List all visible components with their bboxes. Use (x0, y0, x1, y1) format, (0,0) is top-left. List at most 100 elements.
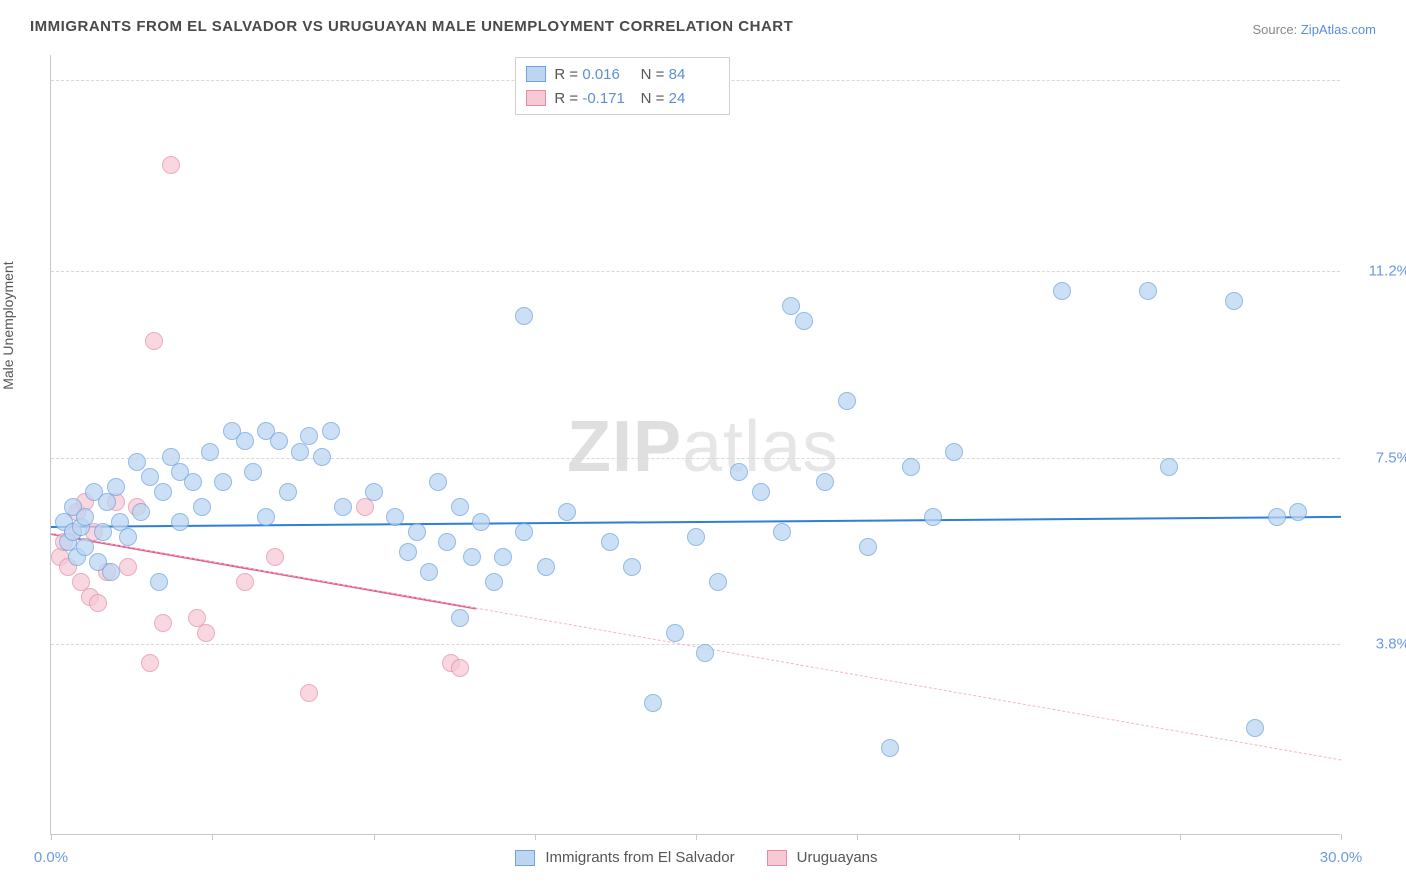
x-tick-mark (857, 834, 858, 840)
data-point-el_salvador (515, 307, 533, 325)
data-point-el_salvador (107, 478, 125, 496)
x-tick-label: 30.0% (1320, 849, 1363, 866)
y-tick-label: 11.2% (1350, 263, 1406, 280)
data-point-el_salvador (279, 483, 297, 501)
gridline-h (51, 458, 1340, 459)
data-point-el_salvador (244, 463, 262, 481)
data-point-uruguayans (89, 594, 107, 612)
data-point-el_salvador (601, 533, 619, 551)
data-point-el_salvador (838, 392, 856, 410)
x-tick-mark (374, 834, 375, 840)
data-point-el_salvador (270, 432, 288, 450)
data-point-el_salvador (1160, 458, 1178, 476)
data-point-uruguayans (197, 624, 215, 642)
data-point-el_salvador (119, 528, 137, 546)
scatter-plot-area: ZIPatlas 3.8%7.5%11.2%0.0%30.0%R = 0.016… (50, 55, 1340, 835)
data-point-el_salvador (184, 473, 202, 491)
data-point-el_salvador (463, 548, 481, 566)
correlation-legend: R = 0.016 N = 84 R = -0.171 N = 24 (515, 57, 729, 115)
data-point-el_salvador (709, 573, 727, 591)
data-point-el_salvador (752, 483, 770, 501)
x-tick-mark (212, 834, 213, 840)
data-point-el_salvador (76, 508, 94, 526)
data-point-el_salvador (94, 523, 112, 541)
chart-title: IMMIGRANTS FROM EL SALVADOR VS URUGUAYAN… (30, 18, 793, 35)
data-point-el_salvador (1289, 503, 1307, 521)
data-point-el_salvador (924, 508, 942, 526)
data-point-el_salvador (666, 624, 684, 642)
data-point-el_salvador (859, 538, 877, 556)
data-point-el_salvador (782, 297, 800, 315)
data-point-el_salvador (132, 503, 150, 521)
data-point-el_salvador (399, 543, 417, 561)
data-point-uruguayans (119, 558, 137, 576)
legend-row-uruguayans: R = -0.171 N = 24 (526, 86, 718, 110)
data-point-el_salvador (881, 739, 899, 757)
data-point-el_salvador (623, 558, 641, 576)
data-point-el_salvador (193, 498, 211, 516)
data-point-el_salvador (334, 498, 352, 516)
source-link[interactable]: ZipAtlas.com (1301, 22, 1376, 37)
watermark: ZIPatlas (567, 406, 839, 488)
data-point-el_salvador (128, 453, 146, 471)
data-point-el_salvador (141, 468, 159, 486)
y-axis-label: Male Unemployment (0, 261, 16, 389)
legend-swatch (526, 66, 546, 82)
data-point-el_salvador (472, 513, 490, 531)
legend-stats: R = -0.171 N = 24 (554, 90, 718, 107)
data-point-el_salvador (1268, 508, 1286, 526)
data-point-el_salvador (154, 483, 172, 501)
data-point-uruguayans (145, 332, 163, 350)
legend-swatch (515, 850, 535, 866)
data-point-el_salvador (150, 573, 168, 591)
gridline-h (51, 644, 1340, 645)
data-point-el_salvador (429, 473, 447, 491)
data-point-el_salvador (171, 513, 189, 531)
y-tick-label: 7.5% (1350, 449, 1406, 466)
trendline-uruguayans-extrapolated (51, 533, 1341, 760)
data-point-el_salvador (236, 432, 254, 450)
data-point-el_salvador (322, 422, 340, 440)
data-point-el_salvador (102, 563, 120, 581)
data-point-uruguayans (154, 614, 172, 632)
x-tick-mark (1341, 834, 1342, 840)
x-tick-label: 0.0% (34, 849, 68, 866)
data-point-el_salvador (1246, 719, 1264, 737)
x-tick-mark (1019, 834, 1020, 840)
data-point-el_salvador (696, 644, 714, 662)
x-tick-mark (51, 834, 52, 840)
legend-row-el_salvador: R = 0.016 N = 84 (526, 62, 718, 86)
data-point-el_salvador (257, 508, 275, 526)
source-attribution: Source: ZipAtlas.com (1252, 22, 1376, 37)
x-tick-mark (1180, 834, 1181, 840)
data-point-el_salvador (201, 443, 219, 461)
data-point-el_salvador (1225, 292, 1243, 310)
data-point-el_salvador (365, 483, 383, 501)
data-point-el_salvador (730, 463, 748, 481)
data-point-el_salvador (537, 558, 555, 576)
data-point-el_salvador (76, 538, 94, 556)
gridline-h (51, 271, 1340, 272)
data-point-el_salvador (451, 498, 469, 516)
data-point-el_salvador (438, 533, 456, 551)
data-point-el_salvador (515, 523, 533, 541)
data-point-el_salvador (494, 548, 512, 566)
data-point-el_salvador (795, 312, 813, 330)
legend-label: Immigrants from El Salvador (545, 849, 734, 866)
data-point-el_salvador (644, 694, 662, 712)
data-point-el_salvador (1053, 282, 1071, 300)
data-point-uruguayans (266, 548, 284, 566)
data-point-el_salvador (408, 523, 426, 541)
data-point-el_salvador (816, 473, 834, 491)
data-point-el_salvador (300, 427, 318, 445)
data-point-el_salvador (420, 563, 438, 581)
data-point-el_salvador (945, 443, 963, 461)
data-point-el_salvador (386, 508, 404, 526)
data-point-uruguayans (451, 659, 469, 677)
data-point-el_salvador (773, 523, 791, 541)
data-point-uruguayans (162, 156, 180, 174)
data-point-uruguayans (300, 684, 318, 702)
series-legend: Immigrants from El SalvadorUruguayans (515, 849, 899, 866)
data-point-el_salvador (451, 609, 469, 627)
legend-swatch (767, 850, 787, 866)
